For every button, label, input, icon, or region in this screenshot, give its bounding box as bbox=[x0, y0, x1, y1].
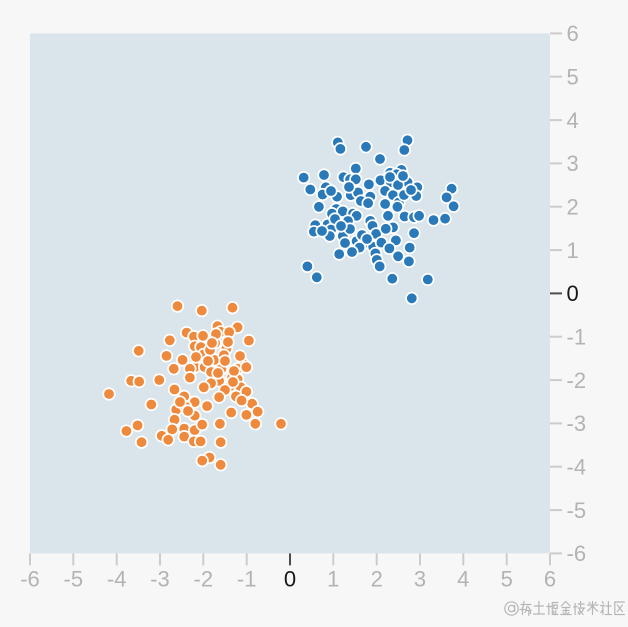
svg-text:-4: -4 bbox=[107, 567, 127, 592]
svg-text:3: 3 bbox=[414, 567, 426, 592]
svg-text:-5: -5 bbox=[567, 498, 587, 523]
svg-text:3: 3 bbox=[567, 151, 579, 176]
svg-text:-3: -3 bbox=[567, 411, 587, 436]
svg-text:-4: -4 bbox=[567, 454, 587, 479]
svg-text:4: 4 bbox=[457, 567, 469, 592]
svg-text:0: 0 bbox=[284, 567, 296, 592]
svg-text:-3: -3 bbox=[150, 567, 170, 592]
svg-text:-1: -1 bbox=[567, 324, 587, 349]
svg-text:-5: -5 bbox=[64, 567, 84, 592]
svg-text:1: 1 bbox=[567, 238, 579, 263]
svg-text:5: 5 bbox=[501, 567, 513, 592]
svg-text:5: 5 bbox=[567, 64, 579, 89]
svg-text:-2: -2 bbox=[567, 368, 587, 393]
svg-text:-6: -6 bbox=[567, 541, 587, 566]
svg-text:1: 1 bbox=[327, 567, 339, 592]
svg-text:-1: -1 bbox=[237, 567, 257, 592]
svg-text:4: 4 bbox=[567, 108, 579, 133]
svg-text:-6: -6 bbox=[20, 567, 40, 592]
svg-text:0: 0 bbox=[567, 281, 579, 306]
svg-text:6: 6 bbox=[544, 567, 556, 592]
svg-text:2: 2 bbox=[567, 194, 579, 219]
svg-text:6: 6 bbox=[567, 21, 579, 46]
svg-text:-2: -2 bbox=[194, 567, 214, 592]
svg-text:2: 2 bbox=[371, 567, 383, 592]
